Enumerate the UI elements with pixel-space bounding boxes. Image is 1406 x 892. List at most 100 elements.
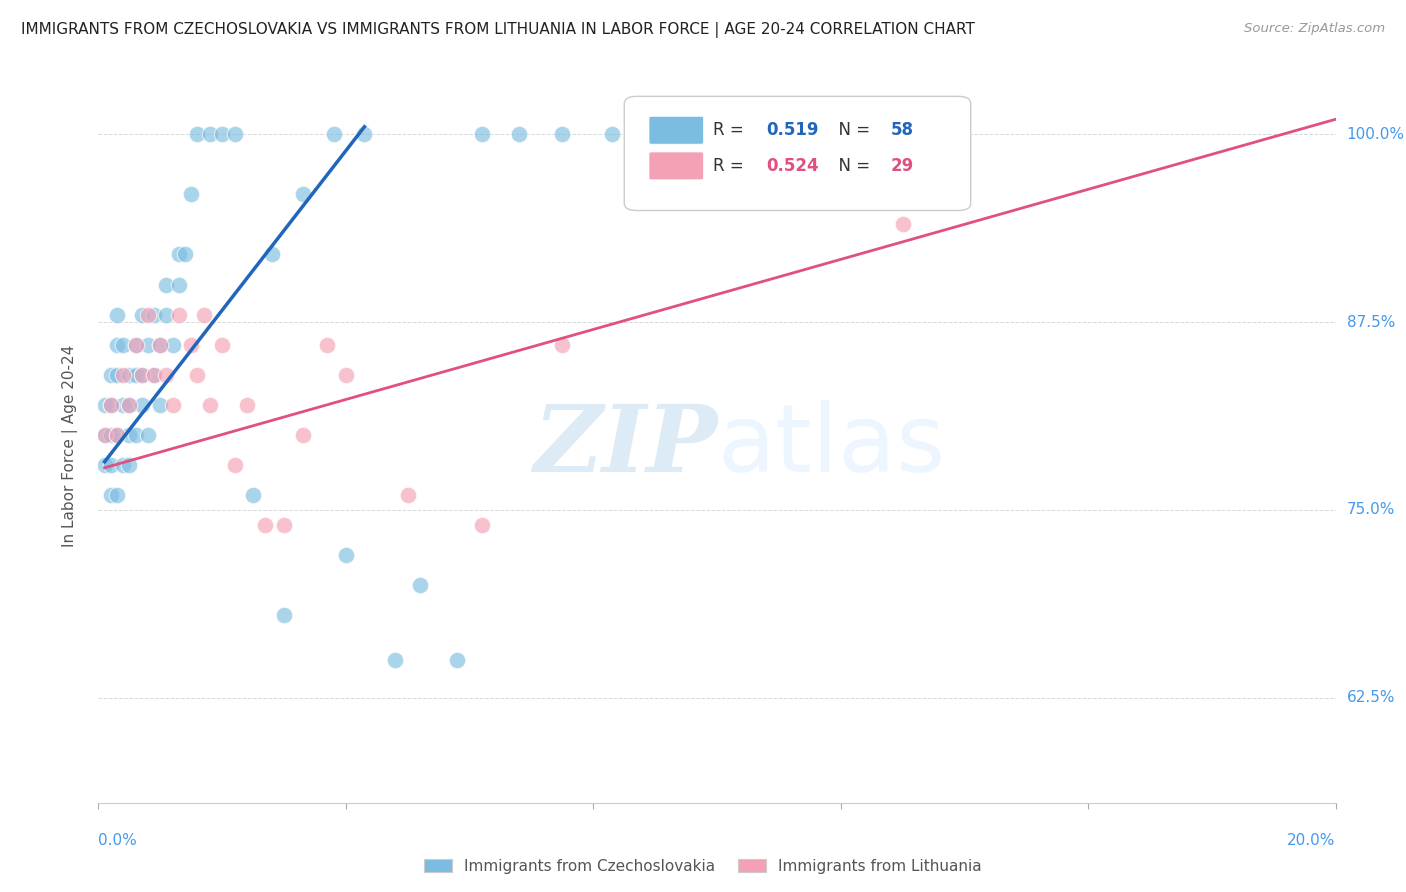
- Point: [291, 187, 314, 202]
- Point: [551, 128, 574, 142]
- Point: [93, 458, 115, 472]
- Point: [112, 368, 135, 382]
- Point: [112, 398, 135, 412]
- Point: [124, 337, 146, 351]
- Point: [155, 308, 177, 322]
- Point: [105, 488, 128, 502]
- Point: [100, 398, 122, 412]
- Point: [100, 398, 122, 412]
- Point: [242, 488, 264, 502]
- Point: [211, 337, 233, 351]
- Point: [174, 247, 197, 261]
- Point: [124, 368, 146, 382]
- FancyBboxPatch shape: [624, 96, 970, 211]
- Point: [316, 337, 339, 351]
- Point: [273, 607, 295, 622]
- Point: [186, 128, 208, 142]
- Text: 0.0%: 0.0%: [98, 833, 138, 848]
- Point: [93, 427, 115, 442]
- Text: R =: R =: [713, 121, 749, 139]
- FancyBboxPatch shape: [650, 152, 703, 180]
- FancyBboxPatch shape: [650, 116, 703, 145]
- Point: [105, 308, 128, 322]
- Point: [143, 368, 166, 382]
- Point: [155, 368, 177, 382]
- Point: [409, 578, 432, 592]
- Point: [118, 398, 141, 412]
- Point: [335, 548, 357, 562]
- Point: [211, 128, 233, 142]
- Text: 62.5%: 62.5%: [1347, 690, 1395, 706]
- Point: [136, 427, 159, 442]
- Point: [508, 128, 530, 142]
- Text: 75.0%: 75.0%: [1347, 502, 1395, 517]
- Y-axis label: In Labor Force | Age 20-24: In Labor Force | Age 20-24: [62, 345, 77, 547]
- Point: [93, 427, 115, 442]
- Text: N =: N =: [828, 121, 876, 139]
- Text: N =: N =: [828, 157, 876, 175]
- Text: 20.0%: 20.0%: [1288, 833, 1336, 848]
- Point: [149, 398, 172, 412]
- Point: [600, 128, 623, 142]
- Point: [186, 368, 208, 382]
- Point: [180, 337, 202, 351]
- Text: 0.524: 0.524: [766, 157, 820, 175]
- Point: [236, 398, 259, 412]
- Point: [105, 337, 128, 351]
- Point: [396, 488, 419, 502]
- Point: [551, 337, 574, 351]
- Point: [118, 458, 141, 472]
- Point: [353, 128, 375, 142]
- Point: [105, 427, 128, 442]
- Point: [118, 368, 141, 382]
- Point: [105, 368, 128, 382]
- Point: [162, 337, 184, 351]
- Point: [254, 517, 277, 532]
- Point: [322, 128, 344, 142]
- Point: [162, 398, 184, 412]
- Text: 0.519: 0.519: [766, 121, 820, 139]
- Point: [167, 308, 190, 322]
- Point: [260, 247, 283, 261]
- Point: [224, 128, 246, 142]
- Point: [273, 517, 295, 532]
- Text: IMMIGRANTS FROM CZECHOSLOVAKIA VS IMMIGRANTS FROM LITHUANIA IN LABOR FORCE | AGE: IMMIGRANTS FROM CZECHOSLOVAKIA VS IMMIGR…: [21, 22, 974, 38]
- Point: [112, 337, 135, 351]
- Point: [118, 398, 141, 412]
- Text: ZIP: ZIP: [533, 401, 717, 491]
- Point: [224, 458, 246, 472]
- Point: [167, 277, 190, 292]
- Point: [131, 368, 153, 382]
- Text: Source: ZipAtlas.com: Source: ZipAtlas.com: [1244, 22, 1385, 36]
- Point: [118, 427, 141, 442]
- Point: [471, 517, 494, 532]
- Text: R =: R =: [713, 157, 749, 175]
- Point: [93, 398, 115, 412]
- Text: 87.5%: 87.5%: [1347, 315, 1395, 329]
- Point: [100, 458, 122, 472]
- Point: [193, 308, 215, 322]
- Point: [100, 427, 122, 442]
- Point: [131, 308, 153, 322]
- Text: 100.0%: 100.0%: [1347, 127, 1405, 142]
- Point: [112, 458, 135, 472]
- Point: [143, 368, 166, 382]
- Point: [471, 128, 494, 142]
- Point: [131, 398, 153, 412]
- Point: [662, 128, 685, 142]
- Point: [124, 427, 146, 442]
- Text: atlas: atlas: [717, 400, 945, 492]
- Point: [335, 368, 357, 382]
- Point: [136, 337, 159, 351]
- Point: [446, 653, 468, 667]
- Point: [131, 368, 153, 382]
- Point: [136, 308, 159, 322]
- Text: 29: 29: [890, 157, 914, 175]
- Point: [100, 368, 122, 382]
- Point: [167, 247, 190, 261]
- Point: [180, 187, 202, 202]
- Point: [124, 337, 146, 351]
- Text: 58: 58: [890, 121, 914, 139]
- Legend: Immigrants from Czechoslovakia, Immigrants from Lithuania: Immigrants from Czechoslovakia, Immigran…: [419, 853, 987, 880]
- Point: [100, 488, 122, 502]
